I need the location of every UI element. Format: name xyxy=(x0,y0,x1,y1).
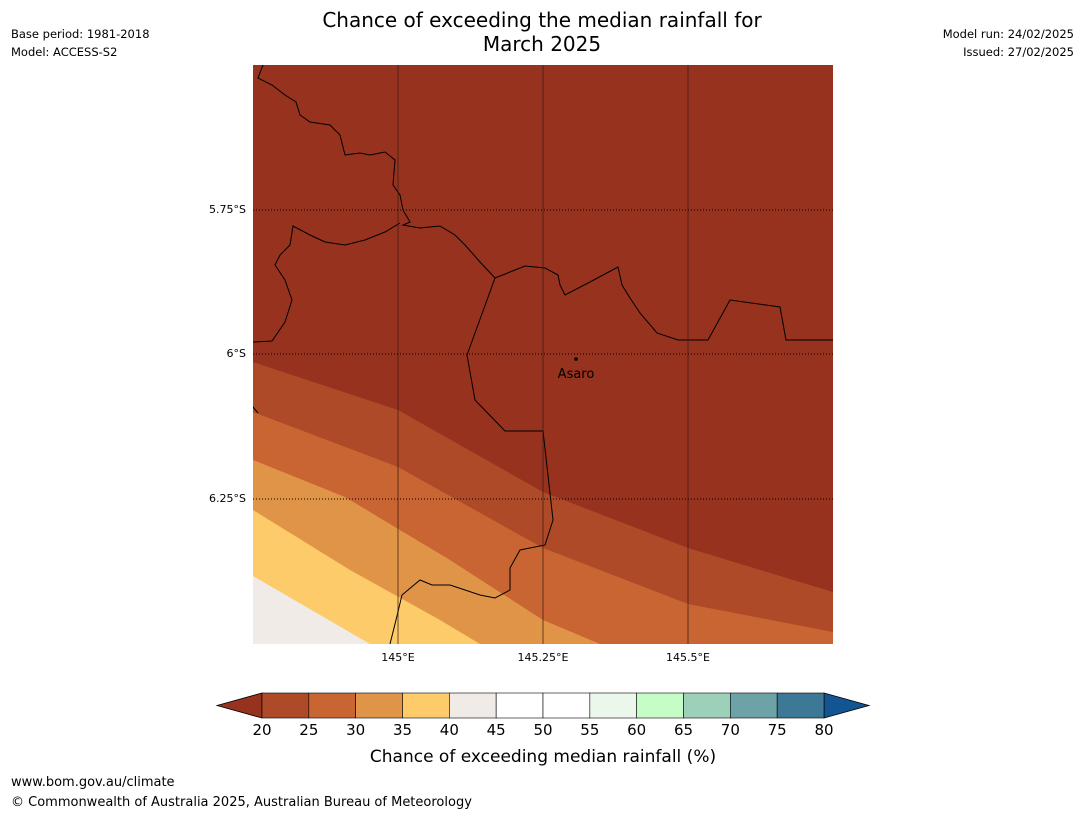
colorbar-segment xyxy=(308,692,356,719)
colorbar-segment xyxy=(261,692,310,719)
lon-label: 145.25°E xyxy=(518,651,569,664)
colorbar-tick-label: 80 xyxy=(814,721,833,739)
title-line-1: Chance of exceeding the median rainfall … xyxy=(322,8,762,32)
colorbar-tick-label: 70 xyxy=(721,721,740,739)
colorbar-segment xyxy=(495,692,544,719)
colorbar-tick-label: 75 xyxy=(768,721,787,739)
title-line-2: March 2025 xyxy=(482,32,602,56)
colorbar-tick-label: 30 xyxy=(346,721,365,739)
colorbar-tick-label: 20 xyxy=(252,721,271,739)
colorbar-segment xyxy=(683,692,731,719)
model-run-date: Model run: 24/02/2025 xyxy=(942,27,1074,41)
colorbar-tick-label: 50 xyxy=(533,721,552,739)
lat-label: 6°S xyxy=(227,347,246,360)
colorbar-segment xyxy=(730,692,778,719)
base-period: Base period: 1981-2018 xyxy=(11,27,150,41)
band-40-45 xyxy=(253,576,370,644)
colorbar-tick-labels: 20 25 30 35 40 45 50 55 60 65 70 75 80 xyxy=(252,721,833,739)
colorbar-segment xyxy=(776,692,825,719)
colorbar-segment xyxy=(589,692,637,719)
map-panel: Asaro xyxy=(253,65,833,644)
colorbar-segment xyxy=(636,692,684,719)
colorbar-above-extension xyxy=(823,692,871,719)
colorbar-tick-label: 55 xyxy=(580,721,599,739)
footer-url: www.bom.gov.au/climate xyxy=(11,775,175,790)
town-label: Asaro xyxy=(558,367,595,382)
issued-date: Issued: 27/02/2025 xyxy=(963,45,1074,59)
model-info: Base period: 1981-2018 Model: ACCESS-S2 xyxy=(11,25,150,61)
colorbar-tick-label: 40 xyxy=(440,721,459,739)
colorbar-tick-label: 60 xyxy=(627,721,646,739)
latitude-labels: 5.75°S 6°S 6.25°S xyxy=(209,203,246,505)
longitude-labels: 145°E 145.25°E 145.5°E xyxy=(381,651,710,664)
colorbar-tick-label: 25 xyxy=(299,721,318,739)
colorbar-segment xyxy=(542,692,591,719)
colorbar-label: Chance of exceeding median rainfall (%) xyxy=(370,747,716,767)
colorbar xyxy=(215,692,871,719)
town-marker xyxy=(574,357,578,361)
chart-title: Chance of exceeding the median rainfall … xyxy=(242,8,842,56)
issue-info: Model run: 24/02/2025 Issued: 27/02/2025 xyxy=(943,25,1074,61)
colorbar-segment xyxy=(355,692,403,719)
lon-label: 145°E xyxy=(381,651,414,664)
colorbar-below-extension xyxy=(215,692,263,719)
colorbar-tick-label: 45 xyxy=(487,721,506,739)
lon-label: 145.5°E xyxy=(666,651,710,664)
boundary-lines xyxy=(253,65,833,644)
colorbar-segment xyxy=(449,692,497,719)
footer-copyright: © Commonwealth of Australia 2025, Austra… xyxy=(11,795,472,810)
colorbar-segment xyxy=(402,692,450,719)
model-name: Model: ACCESS-S2 xyxy=(11,45,118,59)
lat-label: 6.25°S xyxy=(209,492,246,505)
lat-label: 5.75°S xyxy=(209,203,246,216)
colorbar-tick-label: 65 xyxy=(674,721,693,739)
parallel-lines xyxy=(253,209,833,500)
colorbar-tick-label: 35 xyxy=(393,721,412,739)
